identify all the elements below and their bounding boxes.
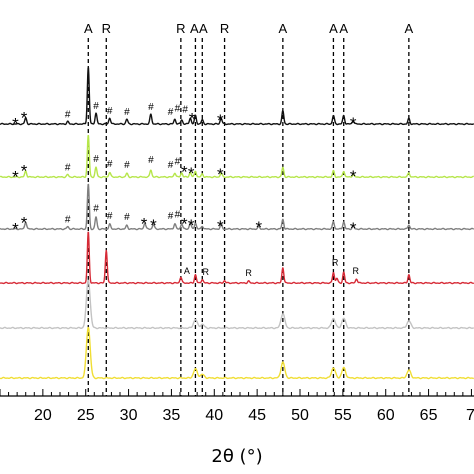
marker-0-1: * xyxy=(21,108,28,127)
marker-0-9: # xyxy=(182,105,188,116)
marker-2-14: * xyxy=(350,219,357,238)
peak-markers: * * ## # # # # # # * * ** * ## # # # # #* * * ** * ### # * * # # * * * *… xyxy=(12,101,359,278)
phase-label-9: A xyxy=(405,21,414,36)
x-tick-label-55: 55 xyxy=(334,407,352,424)
x-tick-label-40: 40 xyxy=(205,407,223,424)
marker-2-9: # xyxy=(175,210,181,221)
marker-2-10: * xyxy=(181,215,188,234)
marker-1-6: # xyxy=(148,155,154,166)
marker-2-3: # xyxy=(93,204,99,215)
trace-3 xyxy=(0,231,474,285)
phase-label-2: R xyxy=(176,21,185,36)
reference-lines xyxy=(87,38,410,396)
phase-label-5: R xyxy=(220,21,229,36)
marker-2-11: * xyxy=(188,216,195,235)
marker-1-10: * xyxy=(188,164,195,183)
marker-0-8: # xyxy=(175,103,181,114)
marker-2-2: # xyxy=(65,214,71,225)
marker-3-0: A xyxy=(184,266,190,276)
marker-0-0: * xyxy=(12,114,19,133)
marker-1-11: * xyxy=(217,165,224,184)
phase-label-4: A xyxy=(199,21,208,36)
marker-2-0: * xyxy=(12,219,19,238)
marker-2-7: * xyxy=(150,216,157,235)
marker-1-7: # xyxy=(168,160,174,171)
marker-0-2: # xyxy=(65,109,71,120)
trace-1 xyxy=(0,134,474,179)
marker-0-12: * xyxy=(350,114,357,133)
marker-0-11: * xyxy=(217,111,224,130)
x-tick-label-30: 30 xyxy=(120,407,138,424)
marker-2-12: * xyxy=(217,217,224,236)
marker-1-9: * xyxy=(181,163,188,182)
trace-2 xyxy=(0,183,474,231)
marker-2-8: # xyxy=(168,211,174,222)
marker-2-6: * xyxy=(141,215,148,234)
marker-0-4: # xyxy=(107,106,113,117)
x-tick-label-25: 25 xyxy=(77,407,95,424)
marker-3-2: R xyxy=(245,268,252,278)
marker-1-0: * xyxy=(12,167,19,186)
phase-label-7: A xyxy=(329,21,338,36)
marker-1-8: # xyxy=(175,156,181,167)
x-tick-labels: 20 25 30 35 40 45 50 55 60 65 7 xyxy=(34,407,474,424)
x-tick-label-45: 45 xyxy=(248,407,266,424)
trace-4 xyxy=(0,279,474,330)
x-axis xyxy=(0,389,474,397)
marker-3-3: R xyxy=(332,258,339,268)
marker-1-4: # xyxy=(107,159,113,170)
marker-0-7: # xyxy=(168,107,174,118)
marker-1-12: * xyxy=(350,167,357,186)
x-tick-label-60: 60 xyxy=(377,407,395,424)
phase-label-0: A xyxy=(84,21,93,36)
x-tick-label-65: 65 xyxy=(420,407,438,424)
phase-label-6: A xyxy=(279,21,288,36)
x-tick-label-50: 50 xyxy=(291,407,309,424)
marker-0-6: # xyxy=(148,102,154,113)
x-tick-label-35: 35 xyxy=(163,407,181,424)
trace-5 xyxy=(0,326,474,380)
marker-0-10: * xyxy=(189,110,196,129)
marker-1-1: * xyxy=(21,161,28,180)
marker-0-5: # xyxy=(124,107,130,118)
marker-3-4: R xyxy=(352,266,359,276)
traces xyxy=(0,67,474,380)
phase-label-1: R xyxy=(102,21,111,36)
marker-2-1: * xyxy=(21,213,28,232)
phase-label-3: A xyxy=(190,21,199,36)
phase-label-8: A xyxy=(339,21,348,36)
marker-0-3: # xyxy=(93,101,99,112)
x-axis-title: 2θ (°) xyxy=(211,446,262,467)
marker-1-3: # xyxy=(93,154,99,165)
marker-2-4: # xyxy=(107,211,113,222)
marker-2-5: # xyxy=(124,212,130,223)
marker-3-1: R xyxy=(202,267,209,277)
marker-1-2: # xyxy=(65,162,71,173)
trace-0 xyxy=(0,67,474,126)
marker-1-5: # xyxy=(124,160,130,171)
x-tick-label-20: 20 xyxy=(34,407,52,424)
x-tick-label-70-partial: 7 xyxy=(466,407,474,424)
marker-2-13: * xyxy=(256,218,263,237)
